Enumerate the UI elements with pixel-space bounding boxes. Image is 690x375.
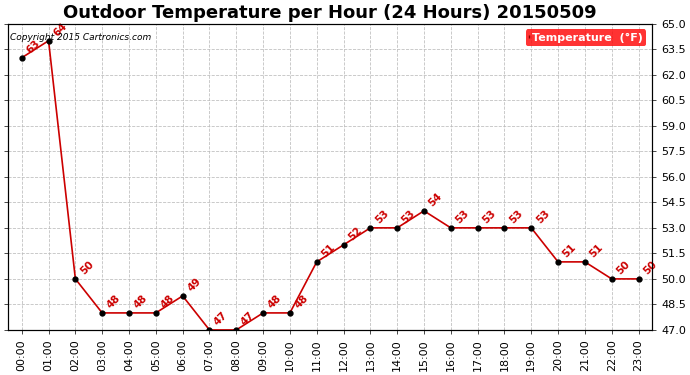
Text: 53: 53 xyxy=(534,208,551,225)
Text: 64: 64 xyxy=(51,21,69,38)
Text: 51: 51 xyxy=(319,242,337,259)
Text: 50: 50 xyxy=(615,259,632,276)
Text: 48: 48 xyxy=(266,293,284,310)
Text: 48: 48 xyxy=(159,293,176,310)
Text: 49: 49 xyxy=(186,276,203,293)
Text: 48: 48 xyxy=(293,293,310,310)
Text: 52: 52 xyxy=(346,225,364,242)
Text: 48: 48 xyxy=(132,293,149,310)
Text: 47: 47 xyxy=(239,310,257,327)
Text: 53: 53 xyxy=(453,208,471,225)
Text: 54: 54 xyxy=(427,190,444,208)
Text: 50: 50 xyxy=(78,259,95,276)
Text: 53: 53 xyxy=(373,208,391,225)
Text: 48: 48 xyxy=(105,293,122,310)
Text: 50: 50 xyxy=(641,259,659,276)
Text: Copyright 2015 Cartronics.com: Copyright 2015 Cartronics.com xyxy=(10,33,152,42)
Text: 51: 51 xyxy=(561,242,578,259)
Text: 53: 53 xyxy=(400,208,417,225)
Text: 47: 47 xyxy=(213,310,230,327)
Title: Outdoor Temperature per Hour (24 Hours) 20150509: Outdoor Temperature per Hour (24 Hours) … xyxy=(63,4,597,22)
Text: 63: 63 xyxy=(25,38,42,55)
Text: 53: 53 xyxy=(480,208,497,225)
Text: 51: 51 xyxy=(588,242,605,259)
Text: 53: 53 xyxy=(507,208,524,225)
Legend: Temperature  (°F): Temperature (°F) xyxy=(526,29,647,46)
